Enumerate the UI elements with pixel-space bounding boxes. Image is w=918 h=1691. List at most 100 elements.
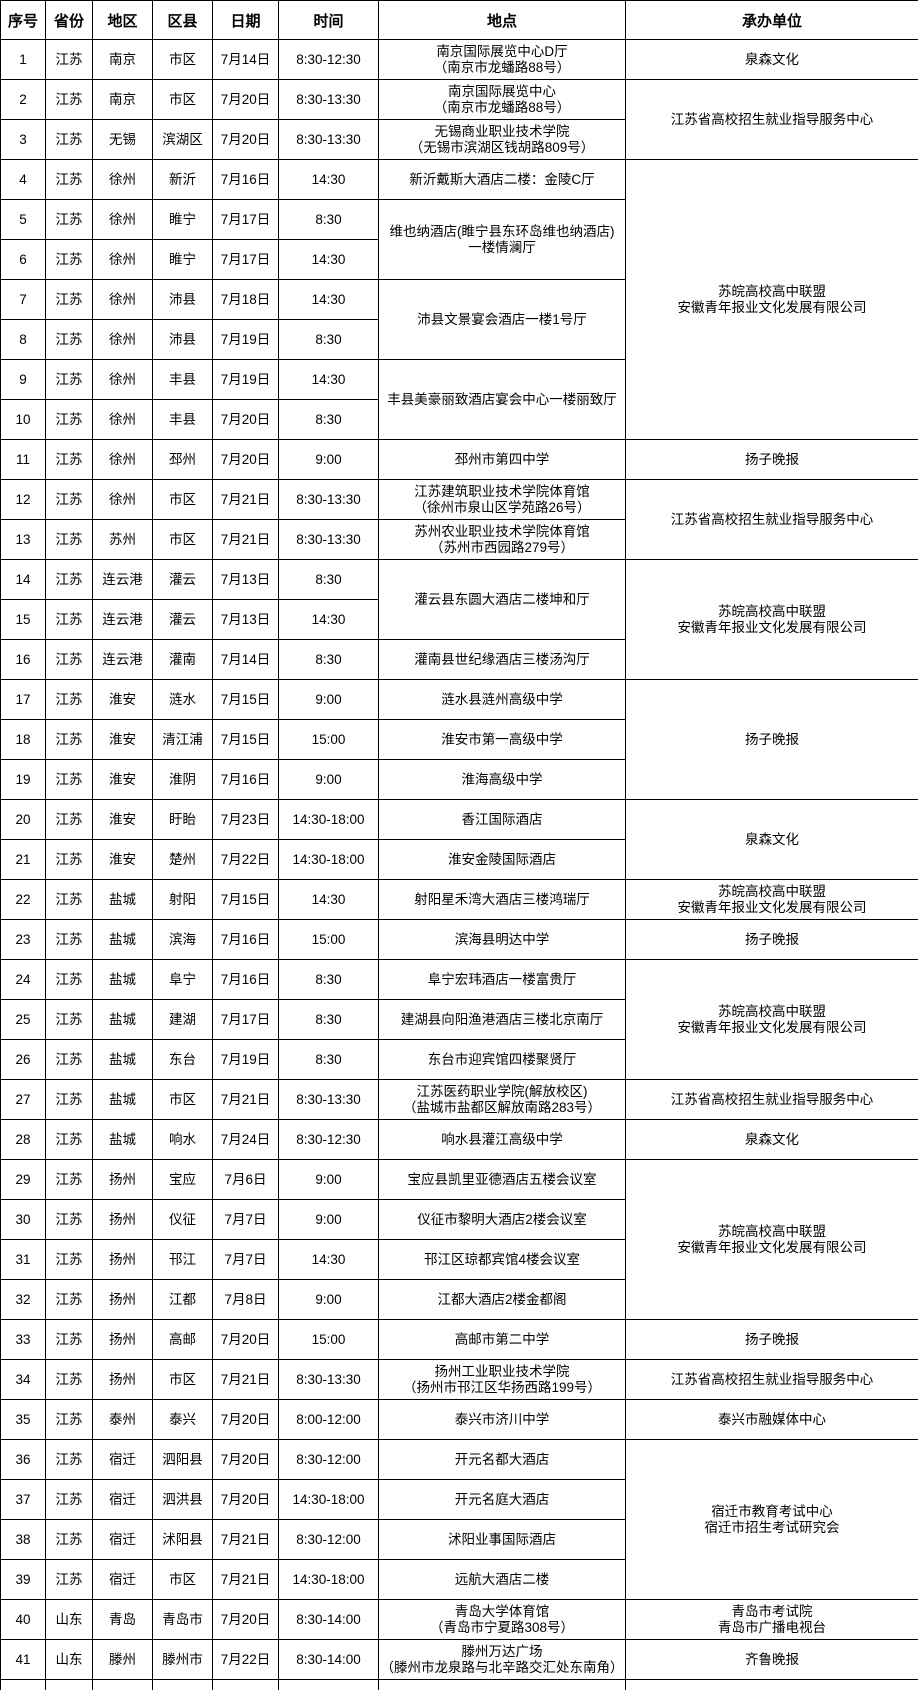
cell-location-line: 灌南县世纪缘酒店三楼汤沟厅 [414,651,590,667]
cell-province: 江苏 [45,1479,93,1520]
cell-organizer: 泰兴市融媒体中心 [625,1399,918,1440]
cell-time: 15:00 [278,1319,379,1360]
cell-province: 江苏 [45,759,93,800]
cell-no: 18 [0,719,46,760]
cell-location-line: 东台市迎宾馆四楼聚贤厅 [427,1051,577,1067]
cell-region: 淮安 [92,759,153,800]
cell-location-line: 滨海县明达中学 [454,931,550,947]
cell-region: 盐城 [92,919,153,960]
cell-location-line: 射阳星禾湾大酒店三楼鸿瑞厅 [414,891,590,907]
cell-organizer-line: 苏皖高校高中联盟 [718,883,826,899]
cell-location-line: （无锡市滨湖区钱胡路809号） [409,139,595,155]
cell-location: 无锡商业职业技术学院 （无锡市滨湖区钱胡路809号） [378,119,626,160]
cell-time: 8:30-14:00 [278,1599,379,1640]
table-row: 36 江苏 宿迁 泗阳县 7月20日 8:30-12:00 开元名都大酒店 宿迁市教育考试中心… [0,1439,918,1600]
table-row: 33 江苏 扬州 高邮 7月20日 15:00 高邮市第二中学 扬子晚报 [0,1319,918,1360]
cell-date: 7月13日 [212,599,279,640]
table-row: 18 江苏 淮安 清江浦 7月15日 15:00 淮安市第一高级中学 [0,719,918,760]
cell-no: 34 [0,1359,46,1400]
cell-region: 盐城 [92,1039,153,1080]
cell-district: 睢宁 [152,239,213,280]
cell-date: 7月13日 [212,559,279,600]
cell-region: 淮安 [92,679,153,720]
cell-date: 7月21日 [212,1359,279,1400]
cell-no: 37 [0,1479,46,1520]
cell-time: 14:30 [278,359,379,400]
cell-organizer-line: 扬子晚报 [745,1331,799,1347]
cell-location: 沛县文景宴会酒店一楼1号厅 [378,279,626,360]
cell-location-line: 建湖县向阳渔港酒店三楼北京南厅 [400,1011,604,1027]
cell-district: 江都 [152,1279,213,1320]
cell-organizer-line: 苏皖高校高中联盟 [718,1003,826,1019]
table-row: 23 江苏 盐城 滨海 7月16日 15:00 滨海县明达中学 扬子晚报 [0,919,918,960]
cell-district: 青岛市 [152,1599,213,1640]
cell-location: 灌南县世纪缘酒店三楼汤沟厅 [378,639,626,680]
cell-location-line: （青岛市宁夏路308号） [429,1619,575,1635]
cell-no: 36 [0,1439,46,1480]
cell-location-line: 沛县文景宴会酒店一楼1号厅 [417,311,587,327]
cell-location: 扬州工业职业技术学院 （扬州市邗江区华扬西路199号） [378,1359,626,1400]
cell-location-line: 扬州工业职业技术学院 [434,1363,570,1379]
cell-location-line: 江都大酒店2楼金都阁 [437,1291,567,1307]
cell-province: 江苏 [45,1319,93,1360]
cell-province: 江苏 [45,919,93,960]
cell-date: 7月21日 [212,1559,279,1600]
cell-province: 江苏 [45,959,93,1000]
cell-district: 清江浦 [152,719,213,760]
cell-province: 江苏 [45,879,93,920]
cell-organizer-line: 江苏省高校招生就业指导服务中心 [670,1371,874,1387]
cell-location: 丰县美豪丽致酒店宴会中心一楼丽致厅 [378,359,626,440]
cell-organizer-line: 苏皖高校高中联盟 [718,283,826,299]
cell-organizer: 江苏省高校招生就业指导服务中心 [625,79,918,160]
cell-province: 山东 [45,1599,93,1640]
cell-region: 扬州 [92,1279,153,1320]
cell-province: 江苏 [45,1079,93,1120]
cell-time: 8:30-13:30 [278,119,379,160]
empty-cell [45,1679,93,1690]
empty-cell [378,1679,626,1690]
cell-district: 市区 [152,1359,213,1400]
cell-no: 28 [0,1119,46,1160]
cell-organizer-line: 安徽青年报业文化发展有限公司 [677,1239,867,1255]
header-row: 序号 省份 地区 区县 日期 时间 地点 承办单位 [0,0,918,40]
cell-district: 滕州市 [152,1639,213,1680]
cell-region: 无锡 [92,119,153,160]
cell-region: 扬州 [92,1239,153,1280]
cell-district: 沛县 [152,319,213,360]
cell-no: 30 [0,1199,46,1240]
cell-date: 7月7日 [212,1199,279,1240]
cell-organizer-line: 江苏省高校招生就业指导服务中心 [670,111,874,127]
table-row: 34 江苏 扬州 市区 7月21日 8:30-13:30 扬州工业职业技术学院 （扬州市邗江区… [0,1359,918,1400]
cell-time: 14:30 [278,279,379,320]
cell-organizer: 江苏省高校招生就业指导服务中心 [625,479,918,560]
cell-location-line: 江苏医药职业学院(解放校区) [416,1083,588,1099]
cell-location-line: 远航大酒店二楼 [454,1571,550,1587]
cell-time: 9:00 [278,1159,379,1200]
cell-location: 建湖县向阳渔港酒店三楼北京南厅 [378,999,626,1040]
cell-date: 7月16日 [212,959,279,1000]
cell-region: 盐城 [92,1119,153,1160]
cell-organizer: 青岛市考试院 青岛市广播电视台 [625,1599,918,1640]
cell-organizer: 宿迁市教育考试中心 宿迁市招生考试研究会 [625,1439,918,1600]
cell-time: 8:30 [278,319,379,360]
cell-no: 35 [0,1399,46,1440]
cell-province: 江苏 [45,399,93,440]
cell-district: 灌云 [152,599,213,640]
cell-province: 江苏 [45,999,93,1040]
cell-no: 39 [0,1559,46,1600]
column-header-location: 地点 [378,0,626,40]
cell-time: 8:30 [278,1039,379,1080]
cell-location: 滨海县明达中学 [378,919,626,960]
cell-time: 8:30 [278,399,379,440]
cell-time: 14:30 [278,239,379,280]
cell-no: 17 [0,679,46,720]
cell-time: 8:30-13:30 [278,519,379,560]
cell-no: 41 [0,1639,46,1680]
cell-province: 江苏 [45,839,93,880]
cell-time: 14:30 [278,879,379,920]
table-row: 24 江苏 盐城 阜宁 7月16日 8:30 阜宁宏玮酒店一楼富贵厅 苏皖高校高中联盟 安徽青年… [0,959,918,1080]
cell-province: 江苏 [45,1359,93,1400]
cell-district: 睢宁 [152,199,213,240]
cell-district: 淮阴 [152,759,213,800]
cell-organizer: 江苏省高校招生就业指导服务中心 [625,1359,918,1400]
